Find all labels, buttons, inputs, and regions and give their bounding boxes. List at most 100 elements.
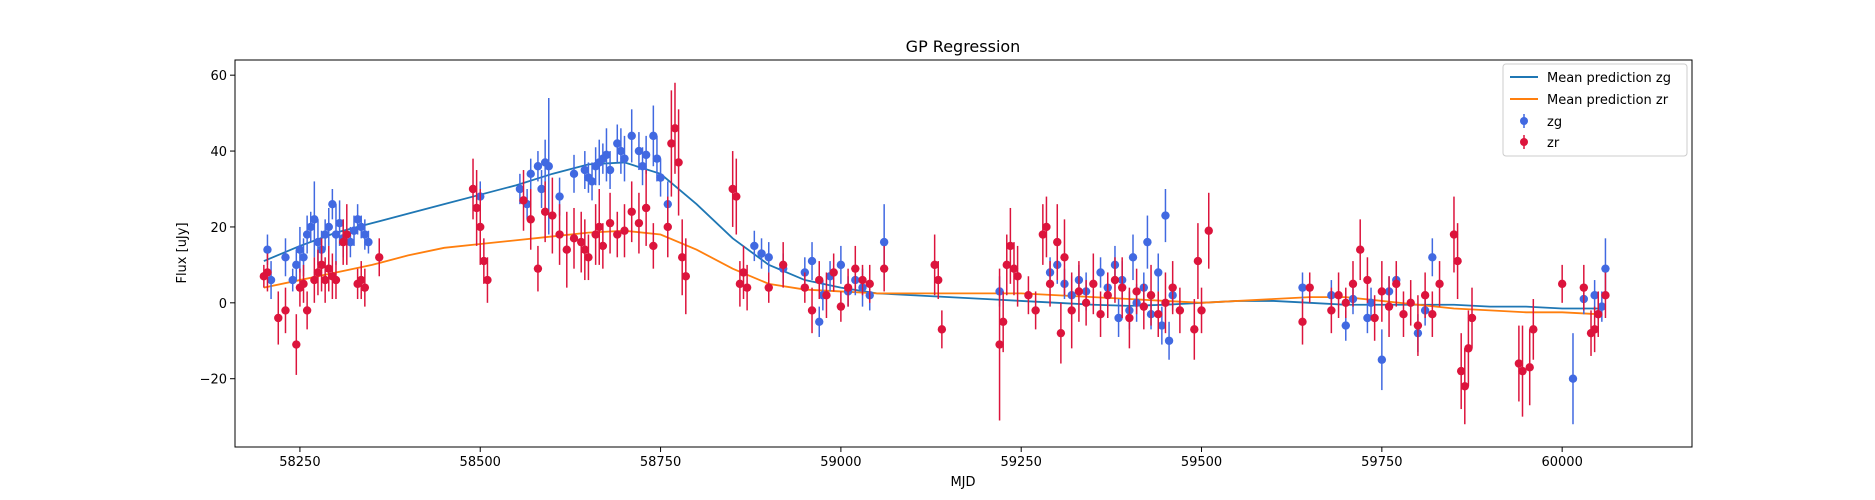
- data-point-zr: [1104, 291, 1112, 299]
- x-tick-label: 60000: [1541, 455, 1582, 470]
- data-point-zr: [1518, 367, 1526, 375]
- data-point-zr: [263, 268, 271, 276]
- data-point-zr: [1205, 227, 1213, 235]
- data-point-zg: [299, 253, 307, 261]
- data-point-zg: [628, 132, 636, 140]
- data-point-zg: [815, 318, 823, 326]
- data-point-zr: [1342, 299, 1350, 307]
- data-point-zr: [1414, 321, 1422, 329]
- data-point-zg: [325, 223, 333, 231]
- data-point-zr: [844, 283, 852, 291]
- legend-label-zr-points: zr: [1547, 136, 1560, 151]
- data-point-zr: [1453, 257, 1461, 265]
- data-point-zr: [1057, 329, 1065, 337]
- y-axis-label: Flux [uJy]: [175, 222, 190, 283]
- data-point-zg: [1165, 337, 1173, 345]
- data-point-zr: [628, 208, 636, 216]
- data-point-zr: [1385, 302, 1393, 310]
- data-point-zg: [1154, 268, 1162, 276]
- data-point-zg: [1096, 268, 1104, 276]
- x-tick-label: 58750: [640, 455, 681, 470]
- data-point-zr: [779, 261, 787, 269]
- data-point-zr: [584, 253, 592, 261]
- data-point-zg: [545, 162, 553, 170]
- data-point-zg: [1143, 238, 1151, 246]
- data-point-zr: [649, 242, 657, 250]
- series-zr: [260, 83, 1610, 424]
- data-point-zr: [1370, 314, 1378, 322]
- data-point-zr: [361, 283, 369, 291]
- data-point-zr: [1053, 238, 1061, 246]
- data-point-zr: [541, 208, 549, 216]
- data-point-zg: [750, 242, 758, 250]
- data-point-zr: [1435, 280, 1443, 288]
- data-point-zg: [765, 253, 773, 261]
- data-point-zr: [303, 306, 311, 314]
- data-point-zr: [938, 325, 946, 333]
- data-point-zr: [1125, 314, 1133, 322]
- legend-label-zg-line: Mean prediction zg: [1547, 71, 1671, 86]
- data-point-zr: [534, 264, 542, 272]
- data-point-zr: [635, 219, 643, 227]
- data-point-zr: [1392, 280, 1400, 288]
- data-point-zr: [1356, 246, 1364, 254]
- data-point-zr: [1529, 325, 1537, 333]
- data-point-zg: [281, 253, 289, 261]
- data-point-zr: [765, 283, 773, 291]
- data-point-zg: [1161, 211, 1169, 219]
- data-point-zr: [743, 283, 751, 291]
- data-point-zr: [332, 276, 340, 284]
- data-point-zr: [1132, 287, 1140, 295]
- data-point-zr: [1421, 291, 1429, 299]
- y-tick-label: 20: [210, 221, 227, 236]
- data-point-zr: [829, 268, 837, 276]
- data-point-zr: [851, 264, 859, 272]
- data-point-zr: [1176, 306, 1184, 314]
- data-point-zr: [599, 242, 607, 250]
- data-point-zr: [343, 230, 351, 238]
- data-point-zr: [299, 280, 307, 288]
- x-tick-label: 59000: [820, 455, 861, 470]
- data-point-zr: [1168, 283, 1176, 291]
- y-axis: −200204060: [200, 69, 235, 388]
- data-point-zg: [1378, 356, 1386, 364]
- data-point-zr: [476, 223, 484, 231]
- data-point-zg: [527, 170, 535, 178]
- data-point-zr: [483, 276, 491, 284]
- data-point-zg: [1601, 264, 1609, 272]
- data-point-zg: [1342, 321, 1350, 329]
- data-point-zr: [606, 219, 614, 227]
- data-point-zr: [1060, 253, 1068, 261]
- x-tick-label: 58500: [460, 455, 501, 470]
- data-point-zr: [682, 272, 690, 280]
- data-point-zr: [801, 283, 809, 291]
- data-point-zr: [1046, 280, 1054, 288]
- y-tick-label: −20: [200, 373, 227, 388]
- data-point-zr: [1580, 283, 1588, 291]
- legend-label-zg-points: zg: [1547, 115, 1562, 130]
- data-point-zr: [527, 215, 535, 223]
- data-point-zg: [1569, 375, 1577, 383]
- data-point-zg: [1298, 283, 1306, 291]
- data-point-zr: [1306, 283, 1314, 291]
- line-mean-prediction-zr: [264, 231, 1598, 314]
- data-point-zr: [1013, 272, 1021, 280]
- data-point-zr: [1594, 310, 1602, 318]
- data-point-zr: [1096, 310, 1104, 318]
- data-point-zr: [563, 246, 571, 254]
- data-point-zg: [364, 238, 372, 246]
- data-point-zg: [534, 162, 542, 170]
- data-point-zr: [1327, 306, 1335, 314]
- data-point-zr: [1349, 280, 1357, 288]
- data-point-zr: [281, 306, 289, 314]
- data-point-zr: [1161, 299, 1169, 307]
- data-point-zr: [858, 276, 866, 284]
- x-tick-label: 59750: [1361, 455, 1402, 470]
- data-point-zr: [292, 340, 300, 348]
- data-point-zg: [263, 246, 271, 254]
- x-tick-label: 59250: [1001, 455, 1042, 470]
- y-tick-label: 40: [210, 145, 227, 160]
- data-point-zg: [570, 170, 578, 178]
- chart-title: GP Regression: [906, 37, 1021, 56]
